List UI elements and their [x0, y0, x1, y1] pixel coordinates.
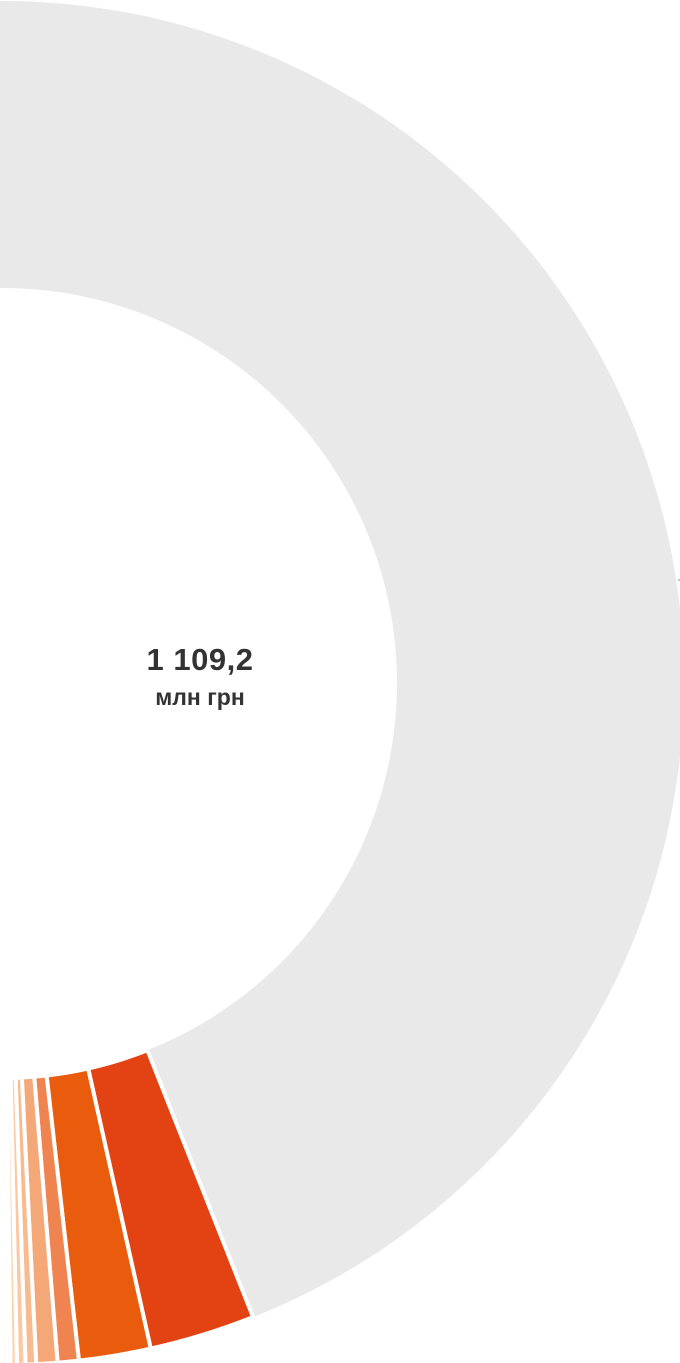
- center-total-value: 1 109,2: [146, 642, 254, 677]
- center-total-unit: млн грн: [155, 684, 245, 710]
- donut-slice-9: [0, 1075, 9, 1363]
